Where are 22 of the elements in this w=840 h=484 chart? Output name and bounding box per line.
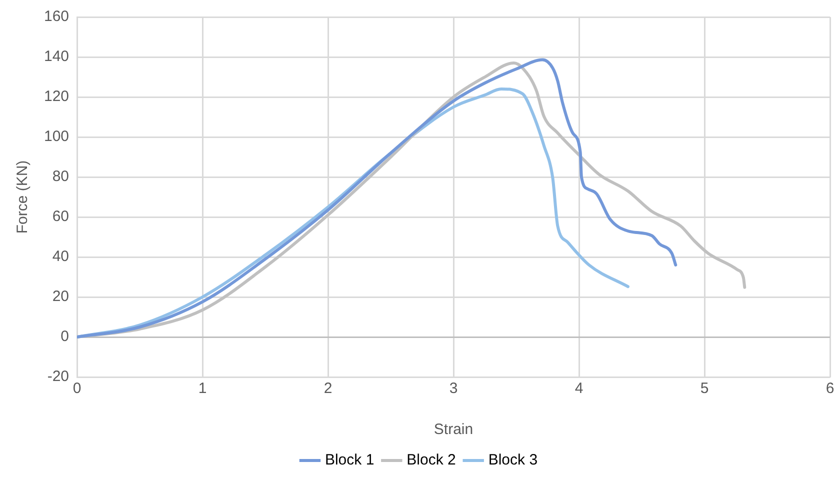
y-tick-label: 100 [44,128,70,146]
x-tick-label: 1 [198,380,207,398]
legend-label: Block 3 [488,452,538,469]
x-tick-label: 3 [449,380,458,398]
x-tick-label: 2 [324,380,332,398]
x-tick-label: 6 [826,380,834,398]
x-tick-label: 0 [72,380,82,398]
y-tick-label: 140 [44,48,70,66]
legend-label: Block 2 [406,452,456,469]
y-tick-label: 120 [44,88,70,106]
x-tick-label: 4 [574,380,584,398]
x-tick-label: 5 [700,380,709,398]
y-tick-label: 20 [52,288,70,306]
y-tick-label: 80 [52,168,70,186]
y-tick-label: 60 [52,208,70,226]
legend-label: Block 1 [324,452,374,469]
y-tick-label: -20 [47,368,70,386]
x-axis-title: Strain [434,421,474,438]
y-tick-label: 160 [44,8,70,26]
y-tick-label: 40 [52,248,70,266]
y-axis-title: Force (KN) [14,160,32,234]
y-tick-label: 0 [60,328,70,346]
